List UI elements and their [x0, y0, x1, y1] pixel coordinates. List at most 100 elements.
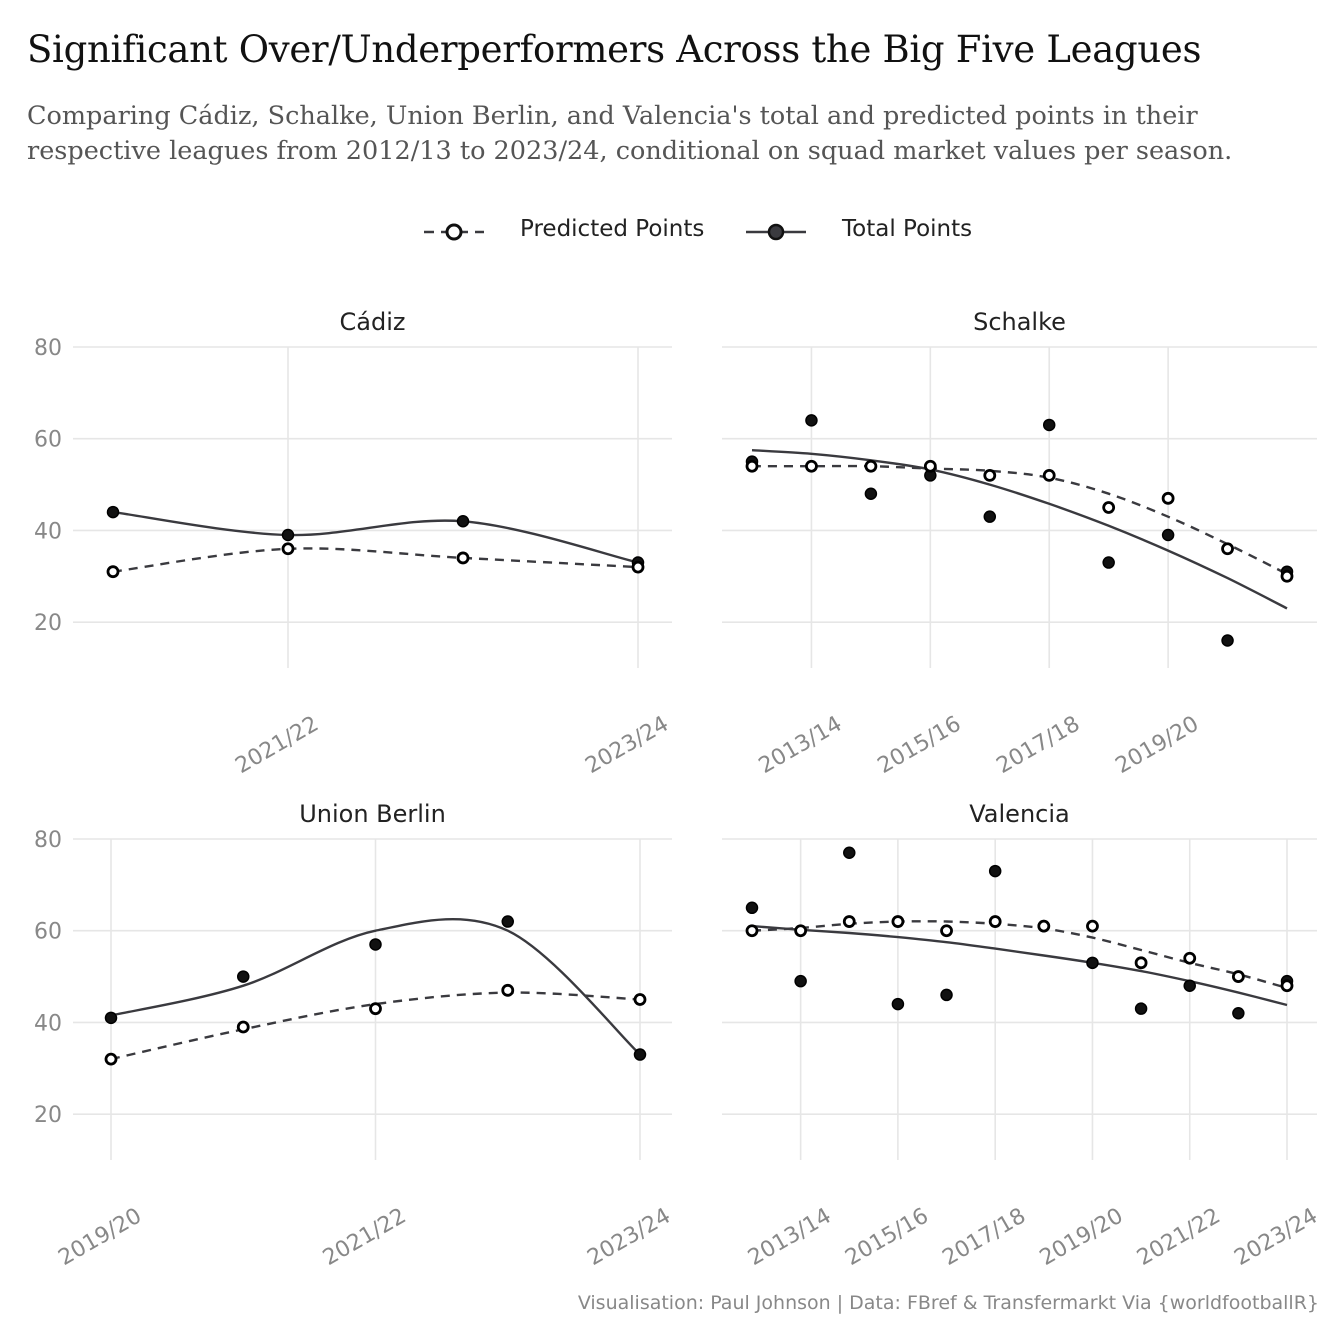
predicted-key-icon — [424, 223, 484, 241]
total-points-point — [369, 938, 382, 951]
chart-subtitle: Comparing Cádiz, Schalke, Union Berlin, … — [27, 99, 1327, 169]
predicted-points-point — [631, 560, 645, 574]
panel-title: Union Berlin — [299, 800, 446, 828]
total-points-point — [237, 970, 250, 983]
predicted-points-point — [794, 924, 808, 938]
x-tick-label: 2015/16 — [841, 1204, 933, 1271]
y-tick-label: 40 — [34, 519, 62, 544]
x-tick-label: 2021/22 — [1133, 1204, 1225, 1271]
predicted-points-point — [923, 459, 937, 473]
predicted-points-point — [369, 1002, 382, 1016]
predicted-points-point — [104, 1052, 118, 1066]
x-tick-label: 2017/18 — [939, 1204, 1031, 1271]
legend-total-label: Total Points — [842, 216, 973, 242]
x-tick-label: 2023/24 — [1230, 1204, 1322, 1271]
y-tick-label: 20 — [34, 611, 62, 636]
predicted-points-point — [842, 915, 856, 928]
x-tick-label: 2013/14 — [755, 712, 847, 779]
predicted-points-point — [1102, 501, 1116, 514]
total-points-point — [983, 510, 997, 523]
predicted-points-point — [864, 459, 878, 473]
caption: Visualisation: Paul Johnson | Data: FBre… — [577, 1292, 1319, 1314]
panel-union-berlin: 20 40 60 80 2019/20 2021/22 2023/24 Union Berli… — [34, 800, 675, 1271]
panel-schalke: 2013/14 2015/16 2017/18 2019/20 Schalke — [722, 308, 1317, 779]
total-points-point — [1232, 1007, 1245, 1020]
total-key-icon — [746, 223, 806, 241]
legend-item-predicted: Predicted Points — [420, 210, 720, 254]
predicted-points-point — [456, 551, 470, 565]
predicted-points-point — [1231, 970, 1245, 983]
predicted-points-point — [805, 459, 818, 473]
total-points-point — [281, 528, 295, 542]
total-points-point — [891, 997, 905, 1011]
predicted-points-point — [1086, 919, 1099, 933]
subtitle-line-1: Comparing Cádiz, Schalke, Union Berlin, … — [27, 101, 1198, 131]
y-tick-label: 80 — [34, 336, 62, 361]
y-tick-label: 40 — [34, 1011, 62, 1036]
total-points-point — [805, 414, 818, 427]
x-tick-label: 2017/18 — [993, 712, 1085, 779]
predicted-points-point — [1280, 569, 1294, 583]
x-tick-label: 2023/24 — [583, 1204, 675, 1271]
panel-valencia: 2013/14 2015/16 2017/18 2019/20 2021/22 2023/… — [722, 800, 1322, 1271]
total-points-point — [501, 915, 514, 928]
total-points-point — [1221, 634, 1234, 647]
x-tick-label: 2019/20 — [1036, 1204, 1128, 1271]
predicted-points-point — [633, 993, 647, 1006]
y-tick-label: 80 — [34, 828, 62, 853]
total-points-point — [1042, 418, 1056, 432]
total-points-point — [1161, 528, 1175, 542]
predicted-points-point — [1183, 951, 1197, 965]
x-tick-label: 2021/22 — [231, 712, 323, 779]
predicted-points-point — [236, 1020, 250, 1034]
y-tick-label: 20 — [34, 1103, 62, 1128]
total-points-point — [745, 901, 759, 915]
total-points-point — [1134, 1002, 1148, 1015]
predicted-points-point — [745, 924, 759, 938]
total-points-point — [988, 864, 1002, 878]
predicted-points-line — [112, 547, 639, 573]
x-tick-label: 2015/16 — [874, 712, 966, 779]
x-tick-label: 2013/14 — [744, 1204, 836, 1271]
panel-cadiz: 20 40 60 80 2021/22 2023/24 Cádiz — [34, 308, 673, 779]
legend-predicted-label: Predicted Points — [520, 216, 705, 242]
y-tick-label: 60 — [34, 920, 62, 945]
x-tick-label: 2019/20 — [1111, 712, 1203, 779]
predicted-points-point — [940, 924, 953, 938]
predicted-points-point — [745, 459, 759, 473]
predicted-points-point — [1221, 542, 1234, 556]
total-points-line — [110, 917, 641, 1056]
x-tick-label: 2023/24 — [581, 712, 673, 779]
total-points-point — [106, 505, 120, 519]
total-points-point — [1102, 556, 1115, 569]
total-points-point — [794, 974, 807, 988]
total-points-point — [104, 1011, 118, 1025]
x-tick-label: 2021/22 — [319, 1204, 411, 1271]
panel-title: Valencia — [969, 800, 1069, 828]
predicted-points-point — [891, 915, 905, 928]
predicted-points-point — [501, 983, 515, 997]
total-points-point — [864, 487, 878, 500]
subtitle-line-2: respective leagues from 2012/13 to 2023/… — [27, 136, 1233, 166]
predicted-points-point — [983, 468, 997, 482]
total-points-point — [633, 1048, 647, 1061]
predicted-points-point — [1037, 919, 1051, 933]
total-points-point — [1183, 979, 1196, 992]
predicted-points-point — [1280, 979, 1294, 993]
predicted-points-point — [1161, 491, 1175, 505]
predicted-points-point — [281, 542, 295, 556]
x-tick-label: 2019/20 — [54, 1204, 146, 1271]
total-points-point — [1086, 956, 1099, 970]
predicted-points-line — [751, 464, 1288, 576]
predicted-points-point — [1042, 468, 1056, 482]
predicted-points-point — [106, 565, 120, 579]
panel-title: Schalke — [973, 308, 1066, 336]
total-points-line — [751, 924, 1288, 1007]
total-points-line — [751, 449, 1288, 610]
predicted-points-point — [1134, 956, 1148, 970]
total-points-line — [112, 510, 639, 564]
y-tick-label: 60 — [34, 428, 62, 453]
panel-title: Cádiz — [340, 308, 406, 336]
total-points-point — [456, 515, 470, 528]
